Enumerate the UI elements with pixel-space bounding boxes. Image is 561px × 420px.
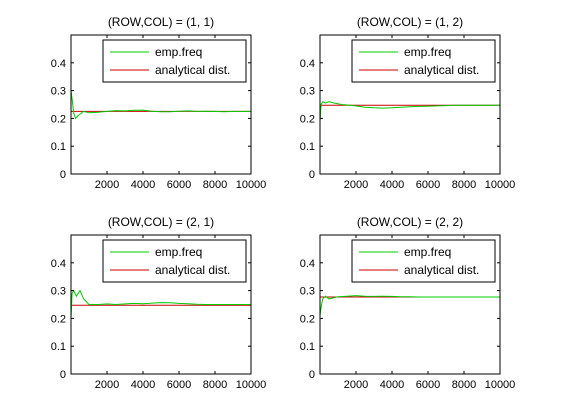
legend-label-analytical: analytical dist.: [155, 63, 230, 77]
subplot-title: (ROW,COL) = (1, 2): [357, 15, 463, 29]
subplot-title: (ROW,COL) = (2, 2): [357, 215, 463, 229]
y-tick-label: 0: [309, 369, 315, 381]
legend: emp.freq analytical dist.: [103, 40, 246, 82]
y-tick-label: 0.2: [51, 113, 66, 125]
legend-label-emp-freq: emp.freq: [404, 45, 451, 59]
y-tick-label: 0.4: [51, 58, 66, 70]
emp-freq-line: [71, 91, 251, 119]
x-tick-label: 2000: [95, 379, 119, 391]
x-tick-label: 6000: [167, 379, 191, 391]
y-tick-label: 0.4: [300, 58, 315, 70]
x-tick-label: 8000: [452, 179, 476, 191]
x-tick-label: 2000: [344, 179, 368, 191]
y-tick-label: 0.3: [51, 86, 66, 98]
subplot-2: (ROW,COL) = (1, 2) 2000 4000 6000 8000 10000 0…: [300, 15, 516, 191]
x-tick-label: 4000: [380, 379, 404, 391]
x-tick-label: 6000: [416, 379, 440, 391]
subplot-title: (ROW,COL) = (1, 1): [108, 15, 214, 29]
x-tick-label: 4000: [131, 179, 155, 191]
legend-label-analytical: analytical dist.: [404, 63, 479, 77]
legend-label-emp-freq: emp.freq: [155, 245, 202, 259]
legend-label-analytical: analytical dist.: [404, 263, 479, 277]
x-tick-label: 4000: [380, 179, 404, 191]
y-tick-label: 0: [60, 169, 66, 181]
y-tick-label: 0: [60, 369, 66, 381]
y-tick-label: 0.3: [51, 286, 66, 298]
y-tick-label: 0.3: [300, 86, 315, 98]
x-tick-label: 6000: [167, 179, 191, 191]
x-tick-label: 2000: [95, 179, 119, 191]
x-tick-label: 8000: [452, 379, 476, 391]
x-tick-label: 2000: [344, 379, 368, 391]
emp-freq-line: [320, 296, 500, 316]
x-tick-label: 10000: [236, 379, 267, 391]
emp-freq-line: [320, 102, 500, 122]
subplot-1: (ROW,COL) = (1, 1) 2000 4000 6000 8000 10000 0…: [51, 15, 267, 191]
y-tick-label: 0.4: [51, 258, 66, 270]
legend-label-emp-freq: emp.freq: [404, 245, 451, 259]
y-tick-label: 0.3: [300, 286, 315, 298]
subplot-3: (ROW,COL) = (2, 1) 2000 4000 6000 8000 10000 0…: [51, 215, 267, 391]
y-tick-label: 0.4: [300, 258, 315, 270]
x-tick-label: 4000: [131, 379, 155, 391]
y-tick-label: 0.2: [300, 113, 315, 125]
x-tick-label: 10000: [236, 179, 267, 191]
legend: emp.freq analytical dist.: [103, 240, 246, 282]
legend-label-analytical: analytical dist.: [155, 263, 230, 277]
x-tick-label: 8000: [203, 179, 227, 191]
y-tick-label: 0.1: [300, 141, 315, 153]
legend: emp.freq analytical dist.: [352, 240, 495, 282]
x-tick-label: 8000: [203, 379, 227, 391]
subplot-4: (ROW,COL) = (2, 2) 2000 4000 6000 8000 10000 0…: [300, 215, 516, 391]
x-tick-label: 6000: [416, 179, 440, 191]
y-tick-label: 0.2: [300, 313, 315, 325]
y-tick-label: 0.1: [51, 141, 66, 153]
x-tick-label: 10000: [485, 179, 516, 191]
emp-freq-line: [71, 291, 251, 319]
y-tick-label: 0.2: [51, 313, 66, 325]
x-tick-label: 10000: [485, 379, 516, 391]
y-tick-label: 0.1: [300, 341, 315, 353]
y-tick-label: 0.1: [51, 341, 66, 353]
y-tick-label: 0: [309, 169, 315, 181]
legend: emp.freq analytical dist.: [352, 40, 495, 82]
subplot-title: (ROW,COL) = (2, 1): [108, 215, 214, 229]
legend-label-emp-freq: emp.freq: [155, 45, 202, 59]
